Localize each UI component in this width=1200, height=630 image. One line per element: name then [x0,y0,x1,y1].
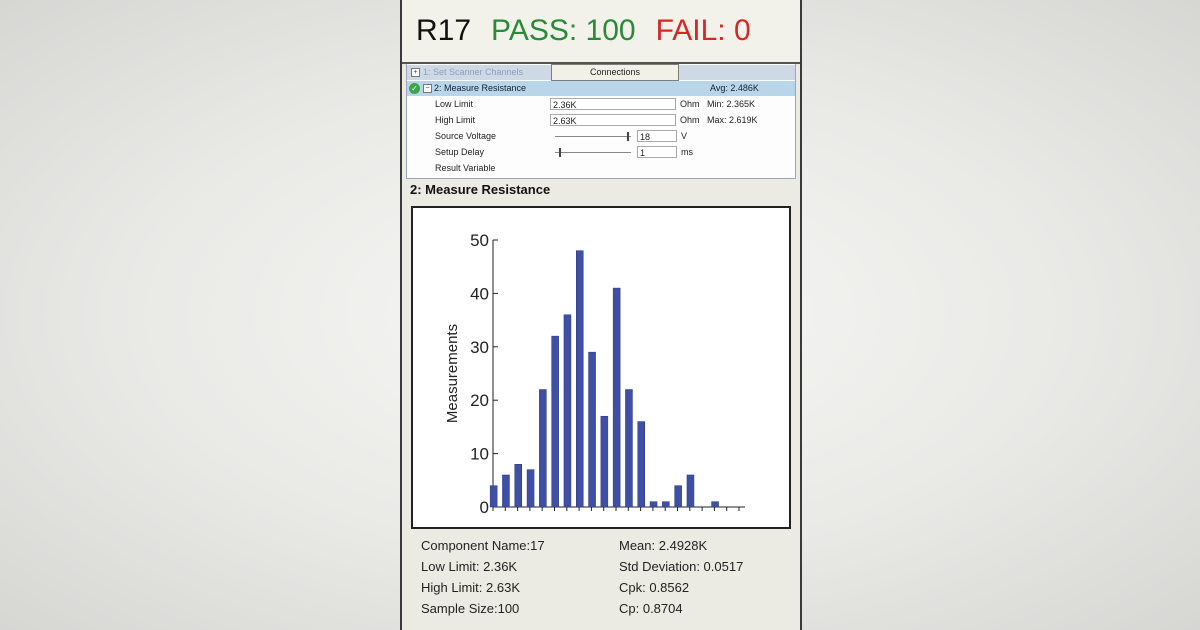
param-unit: V [681,131,688,141]
histogram-bar [674,485,682,508]
param-low-limit: Low Limit 2.36K Ohm Min: 2.365K [407,97,795,112]
param-label: Low Limit [435,99,474,109]
histogram-bar [576,250,584,508]
y-tick-label: 30 [470,338,489,357]
max-value: Max: 2.619K [707,115,758,125]
pass-count: PASS: 100 [491,14,636,47]
histogram-bar [612,287,621,508]
param-high-limit: High Limit 2.63K Ohm Max: 2.619K [407,113,795,128]
param-label: Result Variable [435,163,496,173]
histogram-bar [563,314,572,508]
tree-item-set-scanner-channels[interactable]: + 1: Set Scanner Channels Connections [407,64,795,81]
histogram-bar [662,501,670,508]
y-tick-label: 50 [470,231,489,250]
tree-item-label: 1: Set Scanner Channels [423,67,524,77]
connections-button[interactable]: Connections [551,64,679,81]
param-unit: ms [681,147,693,157]
setup-delay-slider[interactable] [555,152,631,153]
histogram-bar [686,474,695,508]
histogram-chart: 0 10 20 30 40 50 Measurements [411,206,791,529]
param-source-voltage: Source Voltage 18 V [407,129,795,144]
collapse-icon[interactable]: − [423,84,432,93]
tree-item-measure-resistance[interactable]: ✓ − 2: Measure Resistance Avg: 2.486K [407,81,795,96]
histogram-bar [514,464,522,508]
stat-cp: Cp: 0.8704 [619,601,683,616]
stat-mean: Mean: 2.4928K [619,538,708,553]
histogram-bar [539,389,547,508]
histogram-bar [526,469,535,508]
tree-item-label: 2: Measure Resistance [434,83,527,93]
param-unit: Ohm [680,115,700,125]
fail-count: FAIL: 0 [655,14,751,47]
stat-low-limit: Low Limit: 2.36K [421,559,518,574]
slider-thumb[interactable] [627,132,630,141]
y-tick-label: 20 [470,391,489,410]
component-id: R17 [416,14,472,47]
histogram-svg: 0 10 20 30 40 50 Measurements [444,231,745,517]
histogram-bar [600,415,609,508]
stat-sample-size: Sample Size:100 [421,601,520,616]
param-label: High Limit [435,115,476,125]
histogram-bar [588,351,596,508]
source-voltage-slider[interactable] [555,136,631,137]
source-voltage-field[interactable]: 18 [637,130,677,142]
param-setup-delay: Setup Delay 1 ms [407,145,795,160]
histogram-bar [637,421,645,508]
histogram-bar [551,335,559,508]
stat-component-name: Component Name:17 [421,538,545,553]
histogram-bar [711,501,719,508]
param-result-variable: Result Variable [407,161,795,176]
stat-std-deviation: Std Deviation: 0.0517 [619,559,744,574]
pass-check-icon: ✓ [409,83,420,94]
slider-thumb[interactable] [558,148,561,157]
stat-cpk: Cpk: 0.8562 [619,580,690,595]
average-value: Avg: 2.486K [710,83,759,93]
expand-icon[interactable]: + [411,68,420,77]
histogram-bar [649,501,658,508]
high-limit-field[interactable]: 2.63K [550,114,676,126]
low-limit-field[interactable]: 2.36K [550,98,676,110]
test-step-tree: + 1: Set Scanner Channels Connections ✓ … [406,64,796,179]
histogram-bar [502,474,510,508]
setup-delay-field[interactable]: 1 [637,146,677,158]
statistics-summary: Component Name:17 Low Limit: 2.36K High … [421,538,791,622]
min-value: Min: 2.365K [707,99,756,109]
test-result-panel: R17 PASS: 100 FAIL: 0 + 1: Set Scanner C… [400,0,802,630]
param-label: Source Voltage [435,131,497,141]
y-axis-label: Measurements [444,324,461,423]
param-unit: Ohm [680,99,700,109]
y-tick-label: 10 [470,445,489,464]
histogram-bar [625,389,633,508]
stat-high-limit: High Limit: 2.63K [421,580,520,595]
param-label: Setup Delay [435,147,485,157]
y-tick-label: 40 [470,284,489,303]
histogram-bar [489,485,498,508]
section-title: 2: Measure Resistance [410,182,551,197]
result-header: R17 PASS: 100 FAIL: 0 [402,0,800,64]
y-tick-label: 0 [480,498,489,517]
